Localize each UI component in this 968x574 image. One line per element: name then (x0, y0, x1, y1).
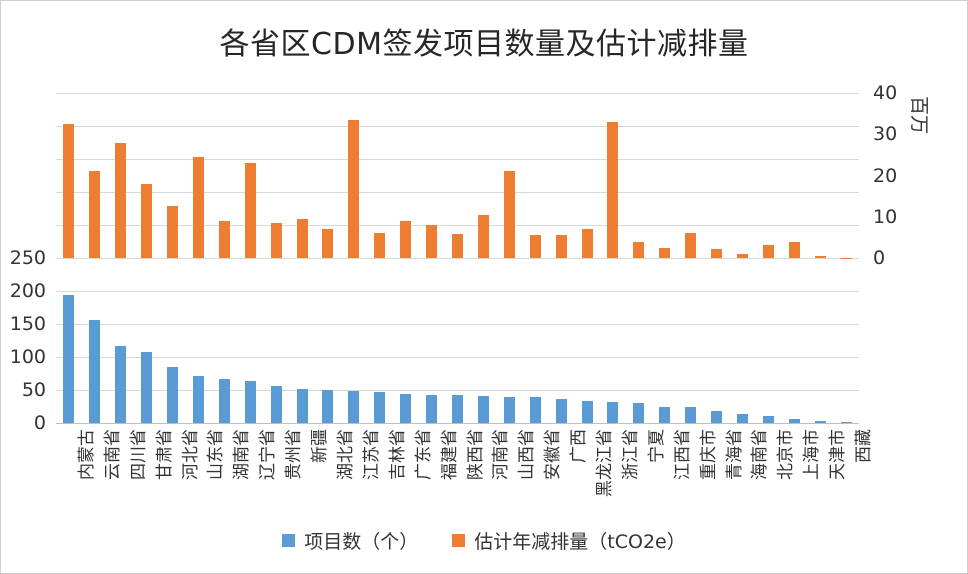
projects-bar (555, 399, 567, 423)
x-axis-line (56, 423, 859, 424)
gridline (56, 390, 859, 391)
legend-item-projects: 项目数（个） (282, 527, 418, 554)
right-axis-tick: 30 (873, 123, 898, 146)
projects-bar (218, 379, 230, 423)
gridline (56, 192, 859, 193)
projects-bar (529, 397, 541, 423)
reduction-bar (400, 220, 412, 258)
projects-bar (633, 403, 645, 423)
gridline (56, 324, 859, 325)
projects-bar (736, 414, 748, 423)
reduction-bar (452, 234, 463, 258)
reduction-bar (296, 218, 308, 258)
projects-bar (400, 393, 412, 423)
reduction-bar (63, 123, 75, 258)
reduction-bar (736, 253, 748, 258)
left-axis-tick: 50 (21, 379, 46, 401)
reduction-bar (555, 235, 567, 258)
chart-title: 各省区CDM签发项目数量及估计减排量 (219, 27, 749, 62)
reduction-bar (89, 171, 101, 258)
gridline (56, 258, 859, 259)
projects-bar (581, 401, 593, 423)
gridline (56, 357, 859, 358)
gridline (56, 93, 859, 94)
projects-bar (426, 394, 438, 423)
reduction-bar (348, 119, 360, 258)
projects-bar (270, 386, 282, 423)
legend-label-reduction: 估计年减排量（tCO2e） (474, 531, 686, 553)
plot-area (56, 93, 859, 424)
reduction-bar (270, 222, 282, 258)
left-axis-tick: 200 (9, 280, 46, 302)
projects-bar (63, 294, 75, 423)
gridline (56, 159, 859, 160)
projects-bar (192, 376, 204, 423)
projects-bar (322, 390, 334, 423)
projects-bar (788, 419, 800, 423)
reduction-bar (244, 163, 256, 258)
left-axis-tick: 250 (9, 247, 46, 269)
reduction-bar (141, 183, 153, 258)
projects-bar (89, 320, 101, 423)
legend-label-projects: 项目数（个） (304, 531, 419, 553)
reduction-bar (426, 225, 438, 258)
legend-swatch-reduction-icon (452, 534, 466, 547)
reduction-bar (529, 235, 541, 258)
projects-bar (141, 351, 153, 423)
projects-bar (374, 391, 386, 423)
reduction-bar (814, 255, 826, 258)
projects-bar (762, 416, 774, 423)
projects-bar (296, 389, 308, 423)
reduction-bar (322, 229, 334, 258)
projects-bar (840, 422, 852, 423)
gridline (56, 291, 859, 292)
reduction-bar (685, 233, 697, 258)
reduction-bar (477, 214, 489, 258)
projects-bar (477, 395, 489, 423)
projects-bar (115, 345, 127, 423)
gridline (56, 225, 859, 226)
reduction-bar (503, 171, 515, 258)
reduction-bar (581, 229, 593, 258)
legend: 项目数（个） 估计年减排量（tCO2e） (1, 527, 967, 554)
reduction-bar (607, 121, 619, 258)
projects-bar (607, 401, 619, 423)
projects-bar (711, 411, 723, 423)
reduction-bar (659, 247, 671, 258)
right-axis-tick: 40 (873, 82, 898, 104)
reduction-bar (374, 233, 386, 258)
reduction-bar (218, 220, 230, 258)
projects-bar (503, 396, 515, 423)
projects-bar (167, 366, 179, 423)
projects-bar (659, 406, 671, 423)
left-axis-tick: 150 (9, 313, 46, 335)
projects-bar (814, 421, 826, 423)
reduction-bar (192, 156, 204, 258)
projects-bar (452, 395, 463, 423)
legend-swatch-projects-icon (282, 534, 296, 547)
reduction-bar (762, 244, 774, 258)
reduction-bar (115, 142, 127, 258)
right-axis-tick: 10 (873, 205, 898, 228)
projects-bar (348, 391, 360, 423)
right-axis-tick: 20 (873, 164, 898, 187)
projects-bar (685, 407, 697, 423)
left-axis-tick: 100 (9, 346, 46, 368)
right-axis-tick: 0 (873, 247, 886, 269)
left-axis-tick: 0 (33, 412, 46, 434)
gridline (56, 126, 859, 127)
reduction-bar (167, 206, 179, 258)
reduction-bar (788, 241, 800, 258)
reduction-bar (633, 241, 645, 258)
legend-item-reduction: 估计年减排量（tCO2e） (452, 527, 686, 554)
projects-bar (244, 380, 256, 423)
reduction-bar (711, 248, 723, 258)
